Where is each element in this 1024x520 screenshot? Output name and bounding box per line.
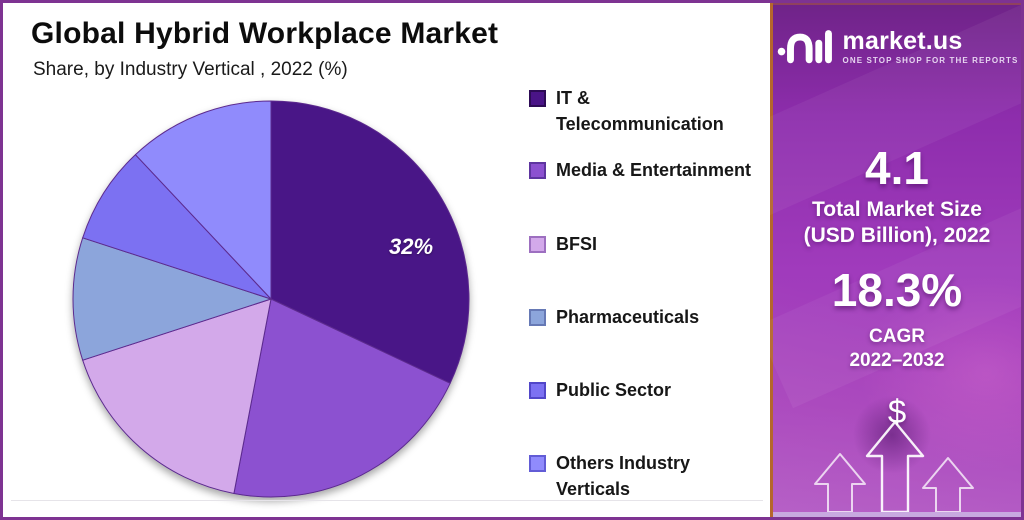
legend-item-4: Public Sector: [529, 377, 671, 403]
brand-name: market.us: [842, 26, 963, 55]
legend-label: Public Sector: [556, 380, 672, 400]
pie-chart: [72, 100, 470, 498]
plot-baseline-rule: [11, 500, 763, 501]
market-size-value: 4.1: [865, 142, 929, 194]
legend-swatch-icon: [529, 309, 546, 326]
cagr-label: CAGR 2022–2032: [770, 325, 1021, 373]
cagr-value: 18.3%: [831, 264, 963, 316]
market-us-logo-icon: [777, 30, 832, 64]
brand-row: market.us ONE STOP SHOP FOR THE REPORTS: [770, 23, 1021, 69]
legend-swatch-icon: [529, 455, 546, 472]
cagr-label-line1: CAGR: [869, 326, 925, 347]
legend-swatch-icon: [529, 90, 546, 107]
legend-swatch-icon: [529, 236, 546, 253]
pie-slice-label: 32%: [389, 234, 434, 259]
chart-subtitle: Share, by Industry Vertical , 2022 (%): [33, 59, 348, 80]
pie-slice-2: [82, 298, 272, 494]
brand-text: market.us ONE STOP SHOP FOR THE REPORTS: [843, 28, 1019, 65]
legend-swatch-icon: [529, 382, 546, 399]
legend-label: IT & Telecommunication: [556, 88, 724, 134]
market-size-label: Total Market Size (USD Billion), 2022: [770, 197, 1021, 249]
legend-label: BFSI: [556, 234, 598, 254]
pie-slice-3: [72, 237, 272, 361]
legend-label: Pharmaceuticals: [556, 307, 700, 327]
legend-item-0: IT & Telecommunication: [529, 85, 761, 137]
legend-label: Others Industry Verticals: [556, 453, 691, 499]
legend-item-3: Pharmaceuticals: [529, 304, 699, 330]
legend: IT & Telecommunication Media & Entertainm…: [529, 3, 767, 517]
cagr-label-line2: 2022–2032: [849, 350, 945, 371]
pie-slice-0: [270, 100, 470, 384]
dollar-icon: $: [887, 393, 907, 430]
market-size-label-line1: Total Market Size: [812, 198, 982, 221]
growth-arrows-icon: [814, 420, 974, 512]
legend-item-2: BFSI: [529, 231, 597, 257]
legend-swatch-icon: [529, 162, 546, 179]
pie-slice-5: [134, 100, 272, 300]
pie-slice-1: [233, 298, 451, 498]
legend-item-1: Media & Entertainment: [529, 157, 751, 183]
legend-label: Media & Entertainment: [556, 160, 752, 180]
pie-slice-4: [82, 154, 272, 300]
brand-sidebar: market.us ONE STOP SHOP FOR THE REPORTS …: [770, 3, 1021, 517]
market-size-label-line2: (USD Billion), 2022: [803, 224, 991, 247]
page-title: Global Hybrid Workplace Market: [31, 17, 499, 50]
brand-tagline: ONE STOP SHOP FOR THE REPORTS: [842, 55, 1019, 65]
chart-panel: Global Hybrid Workplace Market Share, by…: [3, 3, 770, 517]
sidebar-bottom-strip: [773, 512, 1021, 517]
legend-item-5: Others Industry Verticals: [529, 450, 761, 502]
